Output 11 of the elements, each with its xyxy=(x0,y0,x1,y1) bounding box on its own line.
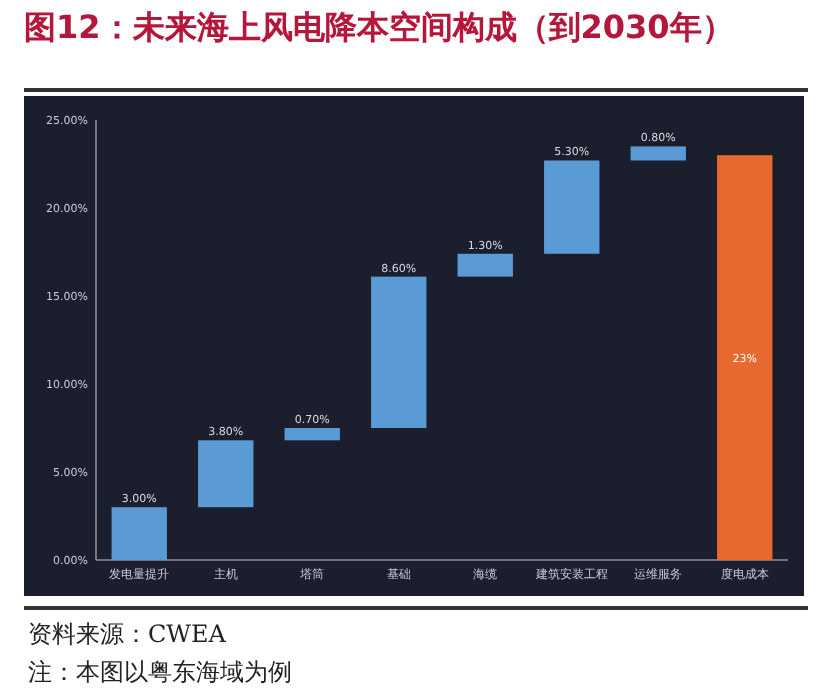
bar xyxy=(111,507,167,560)
chart-title: 图12：未来海上风电降本空间构成（到2030年） xyxy=(24,8,736,46)
text: 资料来源：CWEA xyxy=(28,618,226,652)
bar xyxy=(371,276,427,428)
bar xyxy=(198,440,254,508)
text: 注：本图以粤东海域为例 xyxy=(28,656,292,690)
bar xyxy=(284,428,340,441)
bar xyxy=(717,155,773,560)
bar xyxy=(544,160,600,254)
bar xyxy=(457,253,513,277)
bar xyxy=(630,146,686,161)
